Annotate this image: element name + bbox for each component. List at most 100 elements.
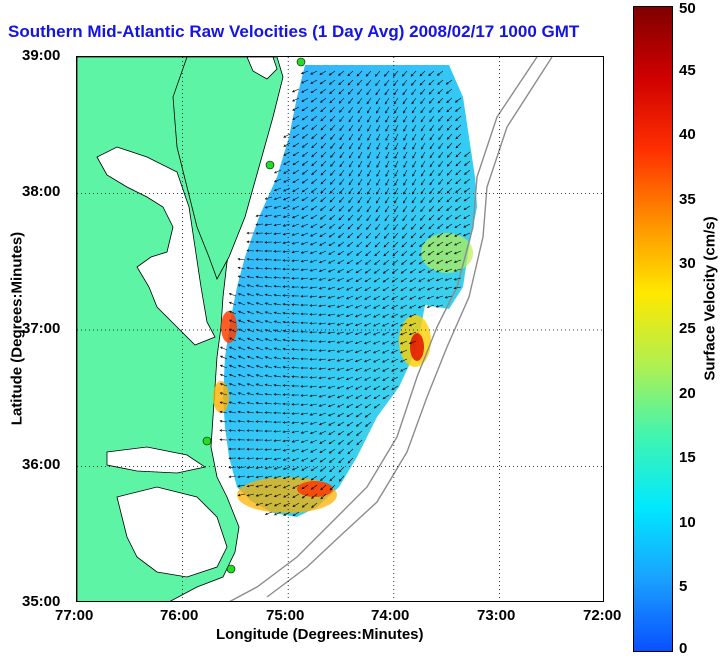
velocity-vector — [328, 349, 336, 352]
velocity-vector — [265, 457, 273, 460]
velocity-vector — [302, 115, 309, 121]
velocity-vector — [329, 205, 336, 212]
radar-station[interactable] — [202, 436, 212, 446]
velocity-vector-head — [401, 236, 405, 239]
velocity-vector — [264, 412, 273, 414]
velocity-vector — [403, 187, 408, 195]
velocity-vector-head — [455, 136, 459, 140]
velocity-vector-head — [229, 355, 232, 359]
velocity-vector — [418, 277, 426, 282]
velocity-vector — [337, 268, 345, 273]
velocity-vector-head — [228, 328, 232, 331]
velocity-vector-head — [246, 484, 250, 488]
velocity-vector-head — [273, 258, 277, 262]
velocity-vector — [238, 493, 246, 496]
velocity-vector — [337, 358, 345, 362]
radar-station[interactable] — [296, 57, 306, 67]
velocity-vector-head — [400, 369, 403, 372]
velocity-vector — [301, 250, 309, 254]
velocity-vector-head — [318, 349, 322, 352]
velocity-vector-head — [463, 216, 467, 219]
velocity-vector — [310, 439, 318, 444]
velocity-vector — [347, 250, 354, 256]
velocity-vector — [427, 295, 435, 299]
velocity-vector — [410, 70, 417, 77]
velocity-vector — [265, 475, 273, 479]
velocity-vector-head — [363, 350, 367, 354]
velocity-vector — [337, 331, 345, 335]
velocity-vector-head — [247, 328, 250, 332]
velocity-vector — [391, 304, 399, 309]
velocity-vector — [455, 106, 462, 112]
velocity-vector — [328, 439, 336, 445]
velocity-vector — [328, 286, 336, 290]
velocity-vector-head — [309, 304, 313, 307]
radar-station[interactable] — [226, 564, 236, 574]
velocity-vector — [420, 88, 426, 95]
velocity-vector-head — [366, 83, 369, 86]
velocity-vector-head — [358, 137, 361, 141]
velocity-vector — [283, 223, 291, 227]
velocity-vector-head — [373, 279, 377, 283]
velocity-vector — [428, 250, 435, 256]
velocity-vector — [283, 303, 291, 306]
velocity-vector-head — [310, 207, 314, 211]
velocity-vector-head — [291, 384, 295, 388]
velocity-vector — [301, 205, 309, 210]
velocity-vector-head — [363, 323, 367, 327]
velocity-vector — [319, 358, 327, 361]
velocity-vector — [256, 374, 264, 378]
velocity-vector-head — [282, 311, 286, 315]
velocity-vector-head — [382, 333, 385, 336]
velocity-vector — [310, 286, 318, 289]
velocity-vector — [337, 394, 345, 398]
velocity-vector — [228, 466, 237, 468]
velocity-vector-head — [337, 405, 340, 408]
radar-station[interactable] — [265, 160, 275, 170]
velocity-vector-head — [283, 144, 287, 147]
velocity-vector-head — [300, 394, 304, 397]
velocity-vector-head — [444, 295, 448, 299]
velocity-vector — [358, 151, 363, 159]
velocity-vector-head — [367, 182, 370, 186]
velocity-vector — [328, 421, 336, 426]
velocity-vector — [256, 347, 264, 351]
velocity-vector — [329, 475, 336, 482]
velocity-vector-head — [429, 119, 432, 123]
velocity-vector-head — [420, 182, 424, 186]
velocity-vector — [392, 241, 399, 248]
velocity-vector-head — [338, 200, 342, 203]
velocity-vector-head — [373, 324, 376, 327]
velocity-vector-head — [364, 359, 367, 363]
velocity-vector-head — [412, 173, 415, 177]
y-tick-label: 36:00 — [22, 456, 61, 473]
velocity-vector — [364, 313, 372, 318]
velocity-vector-head — [228, 301, 232, 305]
velocity-vector — [411, 97, 417, 104]
velocity-vector-head — [391, 306, 395, 309]
velocity-vector-head — [357, 101, 360, 105]
velocity-vector — [421, 151, 426, 159]
velocity-vector — [319, 286, 327, 289]
velocity-vector-head — [300, 357, 304, 361]
map-panel[interactable] — [76, 56, 604, 602]
velocity-vector-head — [385, 138, 388, 141]
velocity-vector — [229, 475, 237, 478]
velocity-vector — [454, 259, 462, 263]
velocity-vector-head — [327, 269, 331, 273]
velocity-vector-head — [463, 181, 467, 184]
velocity-vector — [463, 223, 471, 228]
velocity-vector — [247, 411, 255, 414]
velocity-vector — [256, 311, 264, 315]
velocity-vector-head — [318, 358, 322, 361]
velocity-vector-head — [357, 200, 361, 204]
velocity-vector — [346, 376, 354, 380]
velocity-vector-head — [355, 297, 358, 300]
velocity-vector-head — [328, 413, 331, 417]
velocity-vector-head — [348, 137, 352, 141]
velocity-vector — [337, 367, 345, 371]
velocity-vector — [346, 313, 354, 317]
velocity-vector-head — [364, 262, 368, 265]
velocity-vector — [385, 151, 390, 159]
velocity-vector-head — [255, 485, 259, 488]
